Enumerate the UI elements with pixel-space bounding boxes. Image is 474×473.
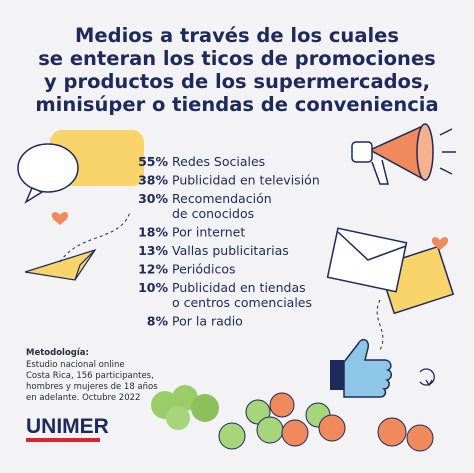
item-percent: 8% — [147, 314, 169, 329]
methodology-line: en adelante. Octubre 2022 — [26, 393, 140, 403]
logo: UNIMER — [26, 415, 109, 442]
produce — [151, 385, 434, 452]
envelopes — [326, 227, 455, 351]
item-label: Publicidad en televisión — [172, 173, 320, 188]
title-line: minisúper o tiendas de conveniencia — [35, 93, 438, 116]
logo-text: UNIMER — [26, 415, 109, 438]
megaphone — [351, 123, 456, 185]
media-list: 55% Redes Sociales 38% Publicidad en televi… — [138, 154, 320, 329]
item-percent: 18% — [138, 225, 168, 240]
title: Medios a través de los cuales se enteran… — [35, 24, 438, 116]
item-label: de conocidos — [172, 206, 254, 221]
speech-bubbles — [17, 130, 144, 225]
item-label: Recomendación — [172, 191, 272, 206]
item-percent: 30% — [138, 191, 168, 206]
item-label: Publicidad en tiendas — [172, 280, 306, 295]
item-label: Por internet — [172, 225, 245, 240]
methodology: Metodología: Estudio nacional online Cos… — [26, 348, 158, 403]
item-percent: 13% — [138, 243, 168, 258]
title-line: y productos de los supermercados, — [44, 70, 430, 93]
item-percent: 10% — [138, 280, 168, 295]
methodology-heading: Metodología: — [26, 348, 89, 358]
item-label: Por la radio — [172, 314, 243, 329]
methodology-line: Costa Rica, 156 participantes, — [26, 371, 154, 381]
item-label: Periódicos — [172, 262, 235, 277]
methodology-line: Estudio nacional online — [26, 360, 125, 370]
logo-underline — [26, 438, 100, 442]
item-label: Vallas publicitarias — [172, 243, 289, 258]
item-percent: 38% — [138, 173, 168, 188]
item-percent: 55% — [138, 154, 168, 169]
title-line: Medios a través de los cuales — [75, 24, 399, 47]
item-label: o centros comenciales — [172, 295, 312, 310]
title-line: se enteran los ticos de promociones — [38, 47, 436, 70]
thumbs-up — [330, 338, 435, 398]
paper-plane — [24, 211, 131, 281]
item-percent: 12% — [138, 262, 168, 277]
methodology-line: hombres y mujeres de 18 años — [26, 382, 158, 392]
item-label: Redes Sociales — [172, 154, 265, 169]
